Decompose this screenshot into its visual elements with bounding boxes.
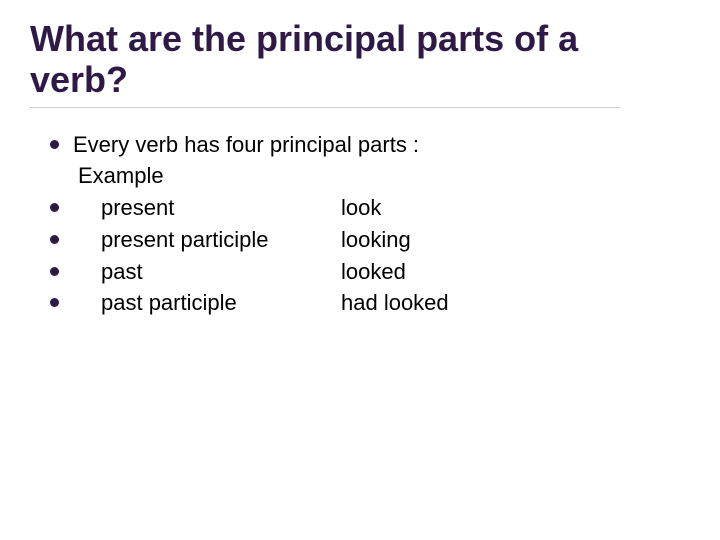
bullet-icon xyxy=(50,298,59,307)
part-example: had looked xyxy=(341,288,449,318)
bullet-icon xyxy=(50,140,59,149)
part-example: looked xyxy=(341,257,406,287)
part-example: looking xyxy=(341,225,411,255)
part-row: past participle had looked xyxy=(30,288,690,318)
intro-row: Every verb has four principal parts : xyxy=(30,130,690,160)
bullet-icon xyxy=(50,267,59,276)
part-label: past xyxy=(101,257,341,287)
slide-title: What are the principal parts of a verb? xyxy=(30,18,620,108)
intro-text: Every verb has four principal parts : xyxy=(73,130,419,160)
slide-container: What are the principal parts of a verb? … xyxy=(0,0,720,540)
slide-content: Every verb has four principal parts : Ex… xyxy=(30,130,690,318)
part-row: past looked xyxy=(30,257,690,287)
part-row: present look xyxy=(30,193,690,223)
part-example: look xyxy=(341,193,381,223)
part-label: past participle xyxy=(101,288,341,318)
part-label: present participle xyxy=(101,225,341,255)
part-row: present participle looking xyxy=(30,225,690,255)
bullet-icon xyxy=(50,235,59,244)
part-label: present xyxy=(101,193,341,223)
example-label: Example xyxy=(78,161,690,191)
bullet-icon xyxy=(50,203,59,212)
